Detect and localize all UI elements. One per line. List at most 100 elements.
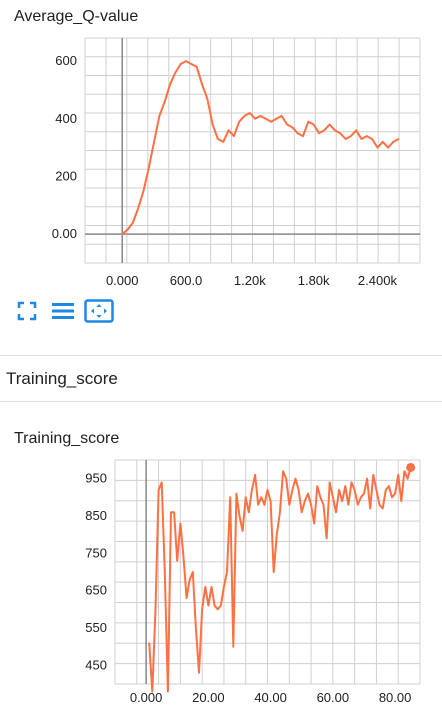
data-point [307,493,309,495]
data-point [167,690,169,693]
data-point [369,507,371,510]
data-point [210,586,213,588]
toggle-log-scale-button[interactable] [48,299,78,323]
data-point [391,496,393,498]
training-score-chart[interactable]: 450 550 650 750 850 950 0.000 20.00 40.00 60.00 80… [0,454,442,718]
data-point [323,129,325,131]
data-point [248,511,250,513]
data-point [329,123,331,126]
data-point [273,571,275,573]
data-point [357,504,359,506]
data-point [185,597,188,599]
data-point [238,515,241,517]
data-point [176,560,178,562]
data-point [382,141,384,143]
data-point [338,489,340,491]
data-point [153,141,155,143]
data-point [164,571,166,573]
data-point [226,571,228,573]
data-point [291,489,293,491]
y-tick-label: 750 [85,545,107,560]
data-point [157,489,160,491]
data-point [154,608,157,610]
data-point [137,207,139,209]
y-tick-label: 850 [85,508,107,523]
data-point [220,605,222,607]
y-tick-label: 200 [55,168,77,183]
chart-card-training-score: Training_score 450 550 650 750 850 950 0.000 20… [0,410,442,716]
data-point [174,72,176,74]
x-tick-label: 0.000 [106,273,139,288]
data-point [360,496,362,498]
data-point [263,504,265,506]
fit-screen-icon [17,301,37,321]
data-point [257,504,259,506]
data-point [322,504,325,506]
fit-screen-button[interactable] [12,299,42,323]
data-point [227,129,230,131]
x-tick-label: 0.000 [130,690,163,705]
data-point [281,115,283,117]
data-point [235,493,237,495]
data-point [223,586,225,588]
data-point [259,115,262,117]
data-point [207,605,209,607]
data-point [251,489,253,491]
data-point [388,485,390,487]
data-point [213,605,216,607]
data-point [242,530,244,532]
data-point [400,500,402,502]
data-point [335,511,337,513]
chart-title: Training_score [14,430,120,447]
data-point [394,493,396,495]
data-point [217,608,219,610]
data-point [179,522,181,525]
y-tick-label: 950 [85,471,107,486]
data-point [238,121,240,123]
data-point [302,135,304,137]
data-point [316,485,318,487]
chart-card-average-q-value: Average_Q-value 0.00 200 400 600 0.000 600.0 1… [0,0,442,345]
data-point [222,141,224,143]
data-point [182,556,185,558]
pan-zoom-button[interactable] [84,299,114,323]
average-q-value-chart[interactable]: 0.00 200 400 600 0.000 600.0 1.20k 1.80k 2.400k [0,30,442,320]
data-point [310,504,312,506]
data-point [363,493,365,495]
data-point [121,233,123,235]
y-tick-label: 550 [85,620,107,635]
data-point [397,474,399,476]
data-point [254,474,256,476]
data-point [347,504,350,506]
data-point [170,511,172,513]
data-point [285,478,287,480]
data-point [319,496,322,498]
data-point [350,481,353,483]
data-point [288,504,290,506]
data-point [344,138,347,140]
data-point [387,147,389,149]
data-point [190,63,192,65]
data-point [126,229,129,231]
data-point [260,496,262,498]
data-point [270,500,272,502]
data-point [341,500,343,502]
y-tick-label: 0.00 [52,226,77,241]
data-point [142,190,145,192]
data-point [249,112,251,114]
data-point [294,478,297,480]
data-point [243,115,246,117]
divider [0,401,442,402]
last-point-marker [406,462,416,472]
data-point [148,167,150,169]
x-tick-label: 60.00 [317,690,350,705]
data-point [332,496,334,498]
data-point [344,485,346,487]
y-tick-label: 600 [55,53,77,68]
data-point [279,511,281,513]
data-point [206,97,208,100]
data-point [403,470,406,472]
data-point [254,118,256,120]
section-header[interactable]: Training_score [0,357,442,401]
x-tick-label: 1.20k [234,273,266,288]
